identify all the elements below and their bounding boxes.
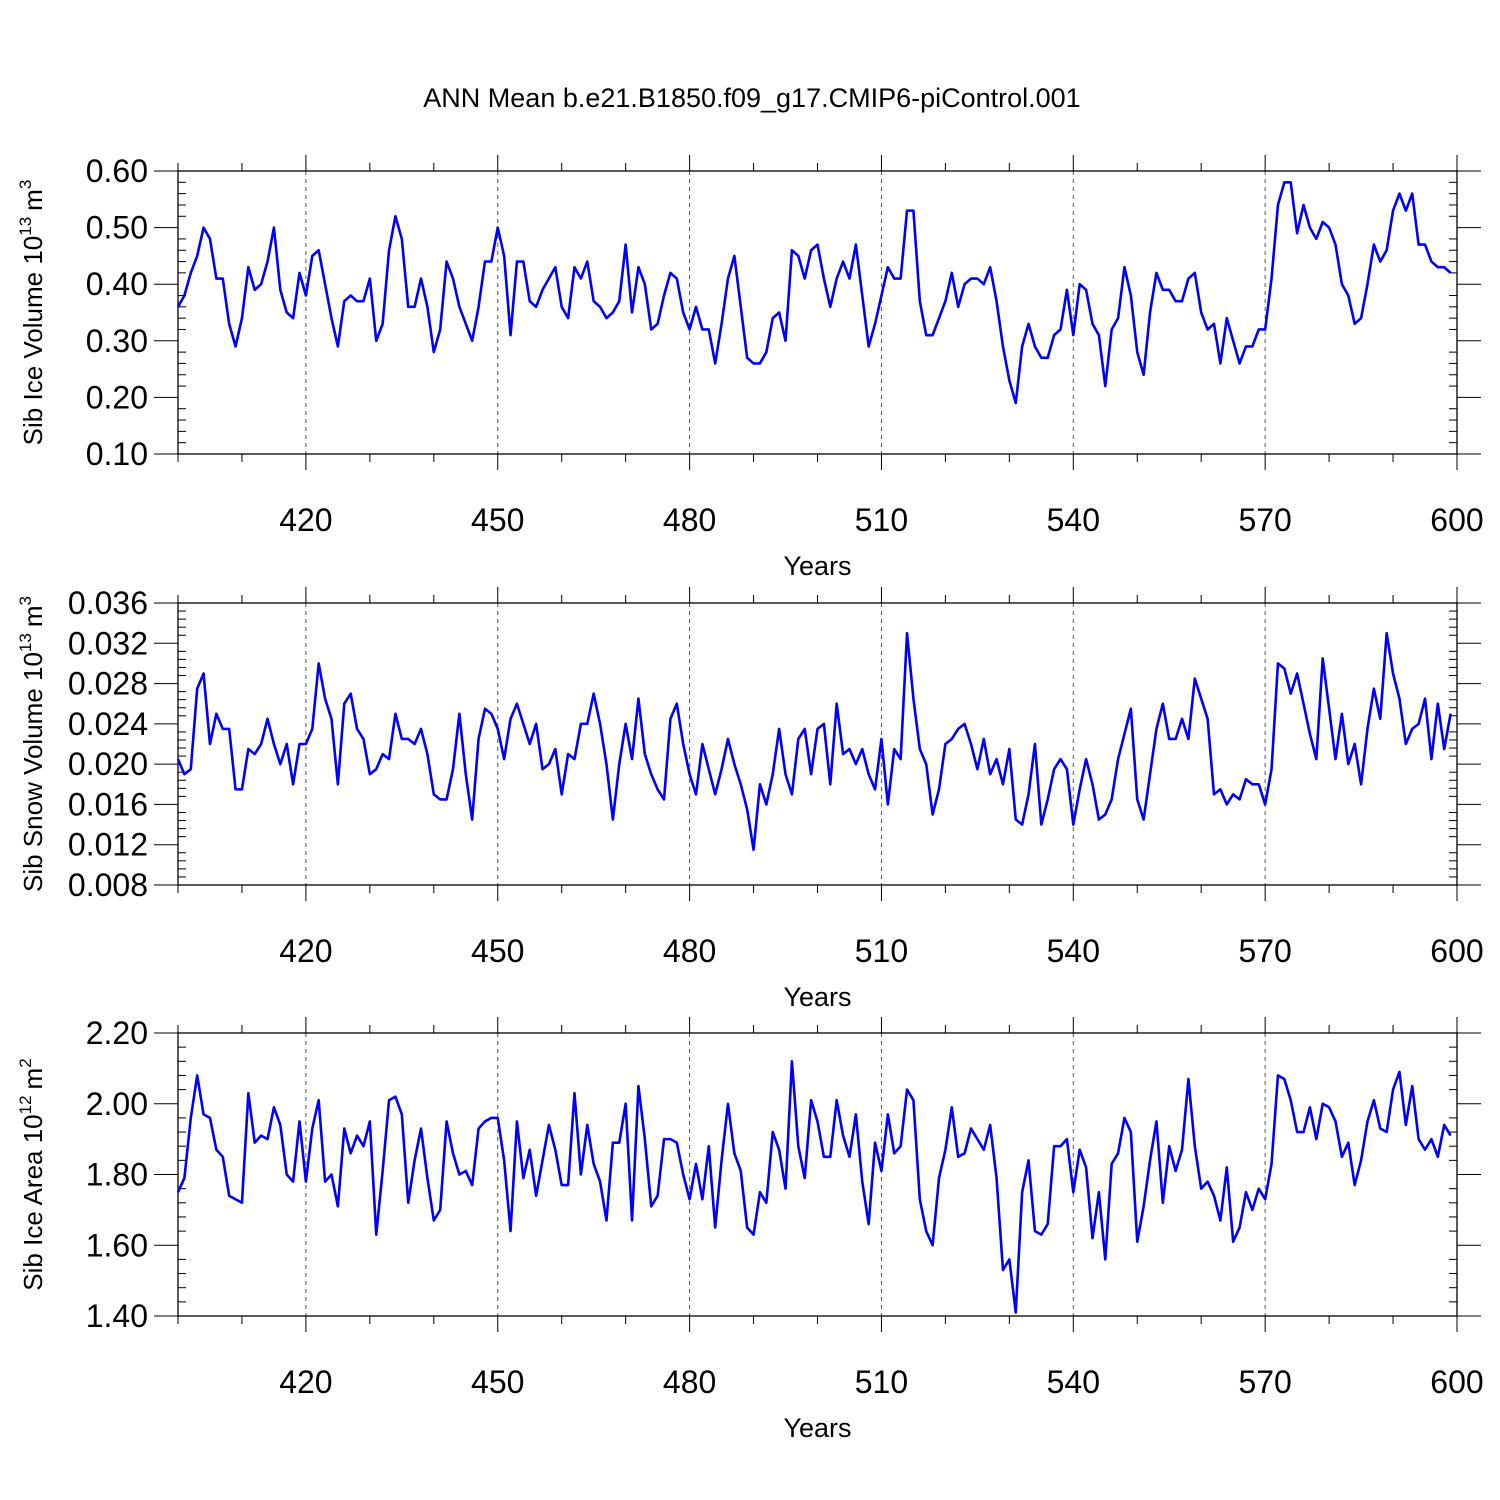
chart-panel-1: 0.10 0.20 0.30 0.40 0.50 0.60 420 450 480 510 540 5…	[16, 153, 1484, 581]
y-tick-label: 0.50	[86, 210, 148, 246]
y-tick-label: 2.00	[86, 1086, 148, 1122]
x-tick-label: 510	[855, 933, 908, 969]
y-tick-label: 0.20	[86, 379, 148, 415]
y-axis-label-exponent: 12	[16, 1095, 35, 1114]
y-tick-label: 1.40	[86, 1298, 148, 1334]
series-line	[176, 631, 1452, 852]
y-axis-label-unit-exponent: 3	[16, 180, 35, 189]
x-tick-label: 450	[471, 933, 524, 969]
x-tick-label: 600	[1430, 1364, 1483, 1400]
y-tick-label: 0.020	[68, 746, 148, 782]
y-axis-label-unit: m	[18, 1068, 48, 1090]
x-tick-label: 480	[663, 502, 716, 538]
chart-panel-3: 1.40 1.60 1.80 2.00 2.20 420 450 480 510 540 570 60…	[16, 1015, 1484, 1443]
y-tick-label: 0.60	[86, 153, 148, 189]
series-line	[176, 181, 1452, 405]
x-tick-label: 480	[663, 1364, 716, 1400]
series-line	[176, 1060, 1452, 1314]
y-tick-label: 1.60	[86, 1227, 148, 1263]
x-tick-label: 600	[1430, 502, 1483, 538]
y-axis-label: Sib Snow Volume 1013 m3	[16, 596, 48, 892]
x-axis-label: Years	[783, 982, 851, 1012]
x-tick-label: 570	[1238, 502, 1291, 538]
x-tick-label: 540	[1047, 933, 1100, 969]
y-axis-label-unit-exponent: 3	[16, 596, 35, 605]
y-axis-label: Sib Ice Volume 1013 m3	[16, 180, 48, 446]
x-tick-label: 420	[279, 933, 332, 969]
plot-frame	[177, 170, 1458, 455]
x-tick-label: 420	[279, 502, 332, 538]
figure-title: ANN Mean b.e21.B1850.f09_g17.CMIP6-piCon…	[423, 83, 1080, 113]
y-axis-label-unit: m	[18, 189, 48, 211]
x-tick-label: 600	[1430, 933, 1483, 969]
x-tick-label: 450	[471, 502, 524, 538]
y-tick-label: 0.028	[68, 666, 148, 702]
x-tick-label: 570	[1238, 933, 1291, 969]
y-axis-label-main: Sib Ice Area 10	[18, 1114, 48, 1290]
y-tick-label: 0.30	[86, 323, 148, 359]
plot-frame	[177, 602, 1458, 886]
x-tick-label: 450	[471, 1364, 524, 1400]
y-tick-label: 0.036	[68, 585, 148, 621]
y-tick-label: 0.012	[68, 827, 148, 863]
y-tick-label: 0.024	[68, 706, 148, 742]
y-tick-label: 0.008	[68, 867, 148, 903]
x-tick-label: 540	[1047, 1364, 1100, 1400]
y-tick-label: 0.016	[68, 786, 148, 822]
y-axis-label-main: Sib Ice Volume 10	[18, 236, 48, 446]
x-tick-label: 540	[1047, 502, 1100, 538]
y-axis-label-exponent: 13	[16, 633, 35, 652]
x-tick-label: 420	[279, 1364, 332, 1400]
x-tick-label: 480	[663, 933, 716, 969]
x-tick-label: 510	[855, 502, 908, 538]
y-axis-label: Sib Ice Area 1012 m2	[16, 1058, 48, 1290]
y-tick-label: 2.20	[86, 1015, 148, 1051]
y-tick-label: 1.80	[86, 1157, 148, 1193]
y-axis-label-main: Sib Snow Volume 10	[18, 652, 48, 892]
x-axis-label: Years	[783, 551, 851, 581]
x-tick-label: 510	[855, 1364, 908, 1400]
y-tick-label: 0.032	[68, 625, 148, 661]
y-axis-label-unit-exponent: 2	[16, 1058, 35, 1067]
y-axis-label-unit: m	[18, 605, 48, 627]
y-axis-label-exponent: 13	[16, 217, 35, 236]
x-axis-label: Years	[783, 1413, 851, 1443]
y-tick-label: 0.10	[86, 436, 148, 472]
chart-panel-2: 0.008 0.012 0.016 0.020 0.024 0.028 0.032 0.036…	[16, 585, 1484, 1012]
y-tick-label: 0.40	[86, 266, 148, 302]
plot-frame	[177, 1032, 1458, 1317]
x-tick-label: 570	[1238, 1364, 1291, 1400]
